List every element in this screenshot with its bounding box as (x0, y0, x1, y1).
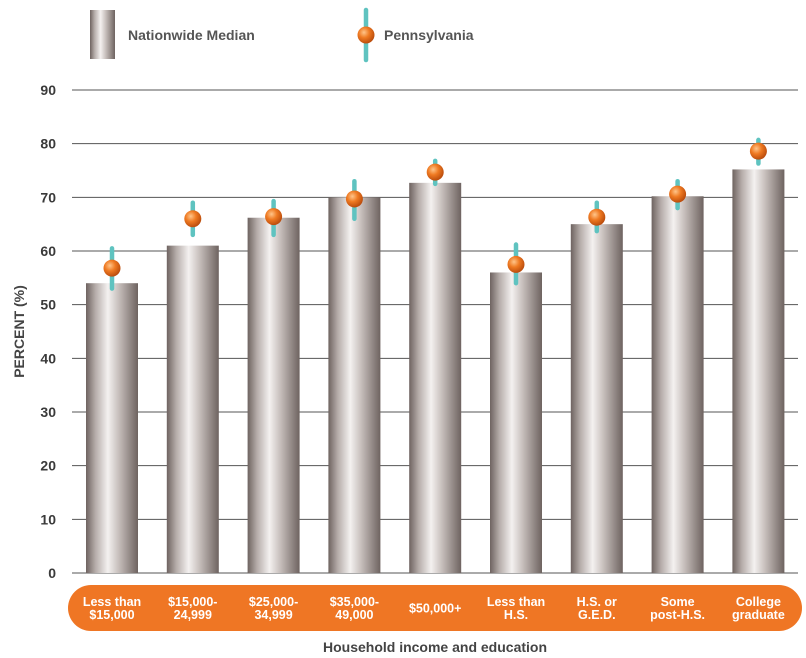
category-label-line: $50,000+ (409, 602, 461, 616)
category-label-line: post-H.S. (650, 608, 705, 622)
category-label: $50,000+ (409, 602, 461, 616)
marker-state (426, 163, 444, 181)
y-tick-label: 90 (40, 82, 56, 98)
category-label-line: G.E.D. (578, 608, 616, 622)
y-tick-label: 60 (40, 243, 56, 259)
y-tick-label: 0 (48, 565, 56, 581)
marker-state (669, 185, 687, 203)
bar-nationwide (86, 283, 138, 573)
y-tick-label: 50 (40, 297, 56, 313)
y-tick-label: 70 (40, 189, 56, 205)
y-tick-label: 40 (40, 350, 56, 366)
legend-marker-icon (357, 26, 375, 44)
y-axis-title: PERCENT (%) (11, 285, 27, 378)
bar-nationwide (732, 169, 785, 573)
category-label-line: H.S. (504, 608, 528, 622)
y-tick-label: 30 (40, 404, 56, 420)
bar-nationwide (651, 196, 704, 573)
marker-state (507, 255, 525, 273)
category-label: Less than $15,000 (83, 595, 141, 622)
category-label: College graduate (732, 595, 785, 622)
legend-swatch-nationwide (90, 10, 115, 59)
bar-nationwide (166, 245, 219, 573)
category-label: Less than H.S. (487, 595, 545, 622)
bar-nationwide (570, 224, 623, 573)
bar-nationwide (409, 182, 462, 574)
legend-label-state: Pennsylvania (384, 27, 474, 43)
marker-state (588, 208, 606, 226)
category-label-line: $25,000- (249, 595, 298, 609)
y-axis-ticks: 0 10 20 30 40 50 60 70 80 90 (40, 82, 56, 581)
category-label-line: Some (661, 595, 695, 609)
marker-state (184, 210, 202, 228)
bar-nationwide (490, 272, 542, 573)
category-label-line: Less than (487, 595, 545, 609)
category-label-line: College (736, 595, 781, 609)
category-label-line: graduate (732, 608, 785, 622)
legend: Nationwide Median Pennsylvania (90, 7, 474, 63)
y-tick-label: 10 (40, 511, 56, 527)
state-points (103, 137, 767, 291)
category-label: Some post-H.S. (650, 595, 705, 622)
category-label: $35,000-49,000 (330, 595, 379, 622)
category-labels: Less than $15,000$15,000-24,999$25,000-34… (83, 595, 785, 622)
category-label-line: 34,999 (254, 608, 292, 622)
y-tick-label: 80 (40, 136, 56, 152)
y-tick-label: 20 (40, 458, 56, 474)
category-label: H.S. or G.E.D. (577, 595, 617, 622)
category-label-line: $35,000- (330, 595, 379, 609)
category-label-line: 24,999 (174, 608, 212, 622)
category-label-line: $15,000 (89, 608, 134, 622)
category-label: $25,000-34,999 (249, 595, 298, 622)
marker-state (103, 259, 121, 277)
category-label-line: 49,000 (335, 608, 373, 622)
category-label-line: Less than (83, 595, 141, 609)
bar-nationwide (328, 197, 381, 574)
legend-label-nationwide: Nationwide Median (128, 27, 255, 43)
marker-state (345, 190, 363, 208)
category-label-line: H.S. or (577, 595, 617, 609)
category-label-line: $15,000- (168, 595, 217, 609)
x-axis-title: Household income and education (323, 639, 547, 655)
category-band (68, 585, 802, 631)
marker-state (265, 208, 283, 226)
bar-nationwide (247, 217, 300, 573)
marker-state (749, 142, 767, 160)
bars (86, 169, 785, 574)
category-label: $15,000-24,999 (168, 595, 217, 622)
